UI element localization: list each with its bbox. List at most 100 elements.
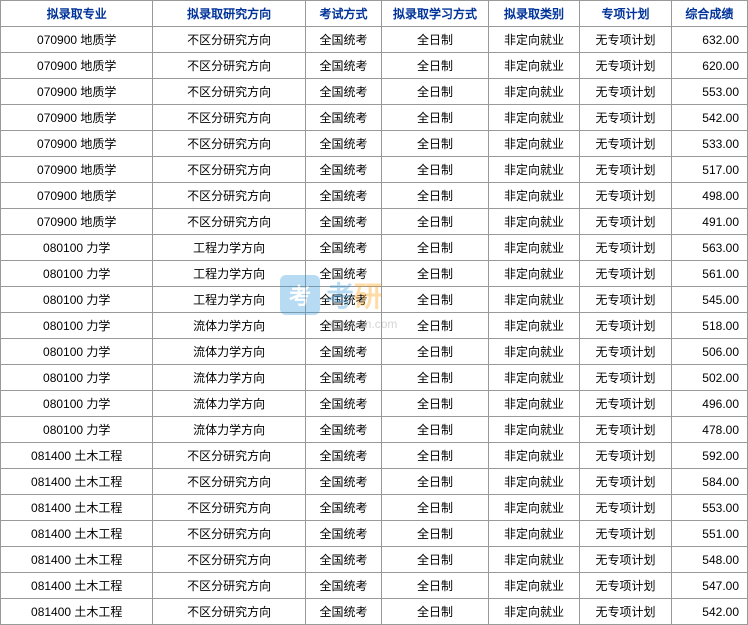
cell-plan: 无专项计划 bbox=[580, 547, 671, 573]
table-row: 070900 地质学不区分研究方向全国统考全日制非定向就业无专项计划491.00 bbox=[1, 209, 748, 235]
cell-direction: 流体力学方向 bbox=[153, 365, 305, 391]
cell-category: 非定向就业 bbox=[488, 209, 579, 235]
cell-plan: 无专项计划 bbox=[580, 495, 671, 521]
cell-category: 非定向就业 bbox=[488, 183, 579, 209]
table-row: 070900 地质学不区分研究方向全国统考全日制非定向就业无专项计划553.00 bbox=[1, 79, 748, 105]
cell-plan: 无专项计划 bbox=[580, 157, 671, 183]
cell-exam: 全国统考 bbox=[305, 495, 381, 521]
cell-plan: 无专项计划 bbox=[580, 521, 671, 547]
cell-exam: 全国统考 bbox=[305, 599, 381, 625]
cell-major: 080100 力学 bbox=[1, 261, 153, 287]
cell-major: 080100 力学 bbox=[1, 339, 153, 365]
cell-direction: 工程力学方向 bbox=[153, 235, 305, 261]
cell-study: 全日制 bbox=[382, 131, 489, 157]
cell-major: 081400 土木工程 bbox=[1, 521, 153, 547]
cell-score: 632.00 bbox=[671, 27, 747, 53]
cell-score: 478.00 bbox=[671, 417, 747, 443]
cell-study: 全日制 bbox=[382, 469, 489, 495]
cell-direction: 流体力学方向 bbox=[153, 313, 305, 339]
cell-major: 080100 力学 bbox=[1, 235, 153, 261]
cell-score: 506.00 bbox=[671, 339, 747, 365]
header-score: 综合成绩 bbox=[671, 1, 747, 27]
cell-direction: 不区分研究方向 bbox=[153, 573, 305, 599]
cell-score: 542.00 bbox=[671, 105, 747, 131]
cell-study: 全日制 bbox=[382, 235, 489, 261]
table-row: 070900 地质学不区分研究方向全国统考全日制非定向就业无专项计划498.00 bbox=[1, 183, 748, 209]
cell-study: 全日制 bbox=[382, 183, 489, 209]
table-row: 081400 土木工程不区分研究方向全国统考全日制非定向就业无专项计划551.0… bbox=[1, 521, 748, 547]
table-row: 080100 力学流体力学方向全国统考全日制非定向就业无专项计划478.00 bbox=[1, 417, 748, 443]
cell-direction: 不区分研究方向 bbox=[153, 469, 305, 495]
admission-table: 拟录取专业 拟录取研究方向 考试方式 拟录取学习方式 拟录取类别 专项计划 综合… bbox=[0, 0, 748, 625]
table-row: 080100 力学工程力学方向全国统考全日制非定向就业无专项计划561.00 bbox=[1, 261, 748, 287]
cell-exam: 全国统考 bbox=[305, 313, 381, 339]
cell-direction: 不区分研究方向 bbox=[153, 521, 305, 547]
header-category: 拟录取类别 bbox=[488, 1, 579, 27]
table-row: 081400 土木工程不区分研究方向全国统考全日制非定向就业无专项计划584.0… bbox=[1, 469, 748, 495]
cell-category: 非定向就业 bbox=[488, 573, 579, 599]
cell-exam: 全国统考 bbox=[305, 547, 381, 573]
cell-exam: 全国统考 bbox=[305, 521, 381, 547]
cell-study: 全日制 bbox=[382, 27, 489, 53]
cell-exam: 全国统考 bbox=[305, 79, 381, 105]
cell-exam: 全国统考 bbox=[305, 391, 381, 417]
cell-direction: 工程力学方向 bbox=[153, 261, 305, 287]
cell-category: 非定向就业 bbox=[488, 261, 579, 287]
cell-study: 全日制 bbox=[382, 547, 489, 573]
cell-score: 547.00 bbox=[671, 573, 747, 599]
cell-plan: 无专项计划 bbox=[580, 287, 671, 313]
cell-score: 496.00 bbox=[671, 391, 747, 417]
cell-plan: 无专项计划 bbox=[580, 443, 671, 469]
cell-exam: 全国统考 bbox=[305, 417, 381, 443]
cell-exam: 全国统考 bbox=[305, 53, 381, 79]
table-body: 070900 地质学不区分研究方向全国统考全日制非定向就业无专项计划632.00… bbox=[1, 27, 748, 625]
cell-direction: 流体力学方向 bbox=[153, 391, 305, 417]
cell-study: 全日制 bbox=[382, 105, 489, 131]
cell-score: 592.00 bbox=[671, 443, 747, 469]
cell-exam: 全国统考 bbox=[305, 261, 381, 287]
table-row: 080100 力学工程力学方向全国统考全日制非定向就业无专项计划563.00 bbox=[1, 235, 748, 261]
cell-category: 非定向就业 bbox=[488, 365, 579, 391]
cell-study: 全日制 bbox=[382, 521, 489, 547]
cell-major: 080100 力学 bbox=[1, 287, 153, 313]
cell-score: 533.00 bbox=[671, 131, 747, 157]
cell-category: 非定向就业 bbox=[488, 599, 579, 625]
table-row: 080100 力学流体力学方向全国统考全日制非定向就业无专项计划506.00 bbox=[1, 339, 748, 365]
cell-major: 081400 土木工程 bbox=[1, 495, 153, 521]
header-study: 拟录取学习方式 bbox=[382, 1, 489, 27]
cell-major: 070900 地质学 bbox=[1, 183, 153, 209]
cell-plan: 无专项计划 bbox=[580, 313, 671, 339]
cell-study: 全日制 bbox=[382, 417, 489, 443]
table-row: 080100 力学工程力学方向全国统考全日制非定向就业无专项计划545.00 bbox=[1, 287, 748, 313]
cell-direction: 流体力学方向 bbox=[153, 417, 305, 443]
cell-category: 非定向就业 bbox=[488, 157, 579, 183]
cell-study: 全日制 bbox=[382, 209, 489, 235]
table-row: 070900 地质学不区分研究方向全国统考全日制非定向就业无专项计划533.00 bbox=[1, 131, 748, 157]
cell-direction: 不区分研究方向 bbox=[153, 599, 305, 625]
cell-study: 全日制 bbox=[382, 313, 489, 339]
cell-category: 非定向就业 bbox=[488, 339, 579, 365]
cell-score: 561.00 bbox=[671, 261, 747, 287]
cell-plan: 无专项计划 bbox=[580, 599, 671, 625]
header-major: 拟录取专业 bbox=[1, 1, 153, 27]
cell-exam: 全国统考 bbox=[305, 27, 381, 53]
cell-direction: 不区分研究方向 bbox=[153, 209, 305, 235]
cell-category: 非定向就业 bbox=[488, 105, 579, 131]
cell-category: 非定向就业 bbox=[488, 547, 579, 573]
cell-score: 584.00 bbox=[671, 469, 747, 495]
cell-study: 全日制 bbox=[382, 599, 489, 625]
cell-score: 502.00 bbox=[671, 365, 747, 391]
cell-direction: 不区分研究方向 bbox=[153, 547, 305, 573]
table-row: 081400 土木工程不区分研究方向全国统考全日制非定向就业无专项计划547.0… bbox=[1, 573, 748, 599]
cell-major: 070900 地质学 bbox=[1, 131, 153, 157]
cell-major: 070900 地质学 bbox=[1, 105, 153, 131]
cell-exam: 全国统考 bbox=[305, 443, 381, 469]
cell-study: 全日制 bbox=[382, 53, 489, 79]
cell-plan: 无专项计划 bbox=[580, 235, 671, 261]
cell-direction: 不区分研究方向 bbox=[153, 157, 305, 183]
cell-direction: 流体力学方向 bbox=[153, 339, 305, 365]
cell-score: 548.00 bbox=[671, 547, 747, 573]
cell-score: 563.00 bbox=[671, 235, 747, 261]
cell-study: 全日制 bbox=[382, 79, 489, 105]
table-row: 080100 力学流体力学方向全国统考全日制非定向就业无专项计划496.00 bbox=[1, 391, 748, 417]
